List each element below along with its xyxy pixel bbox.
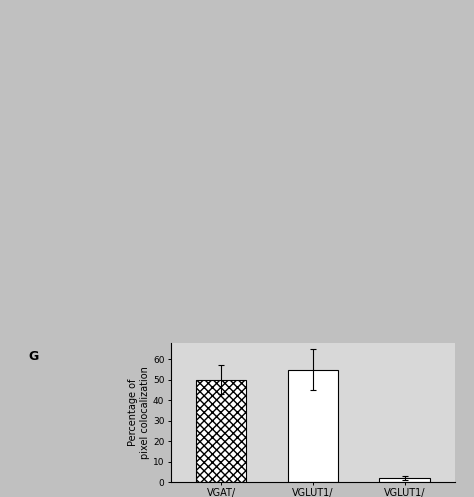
Bar — [288, 370, 338, 482]
Bar — [379, 478, 430, 482]
Bar — [196, 380, 246, 482]
Text: G: G — [28, 350, 39, 363]
Y-axis label: Percentage of
pixel colocalization: Percentage of pixel colocalization — [128, 366, 150, 459]
